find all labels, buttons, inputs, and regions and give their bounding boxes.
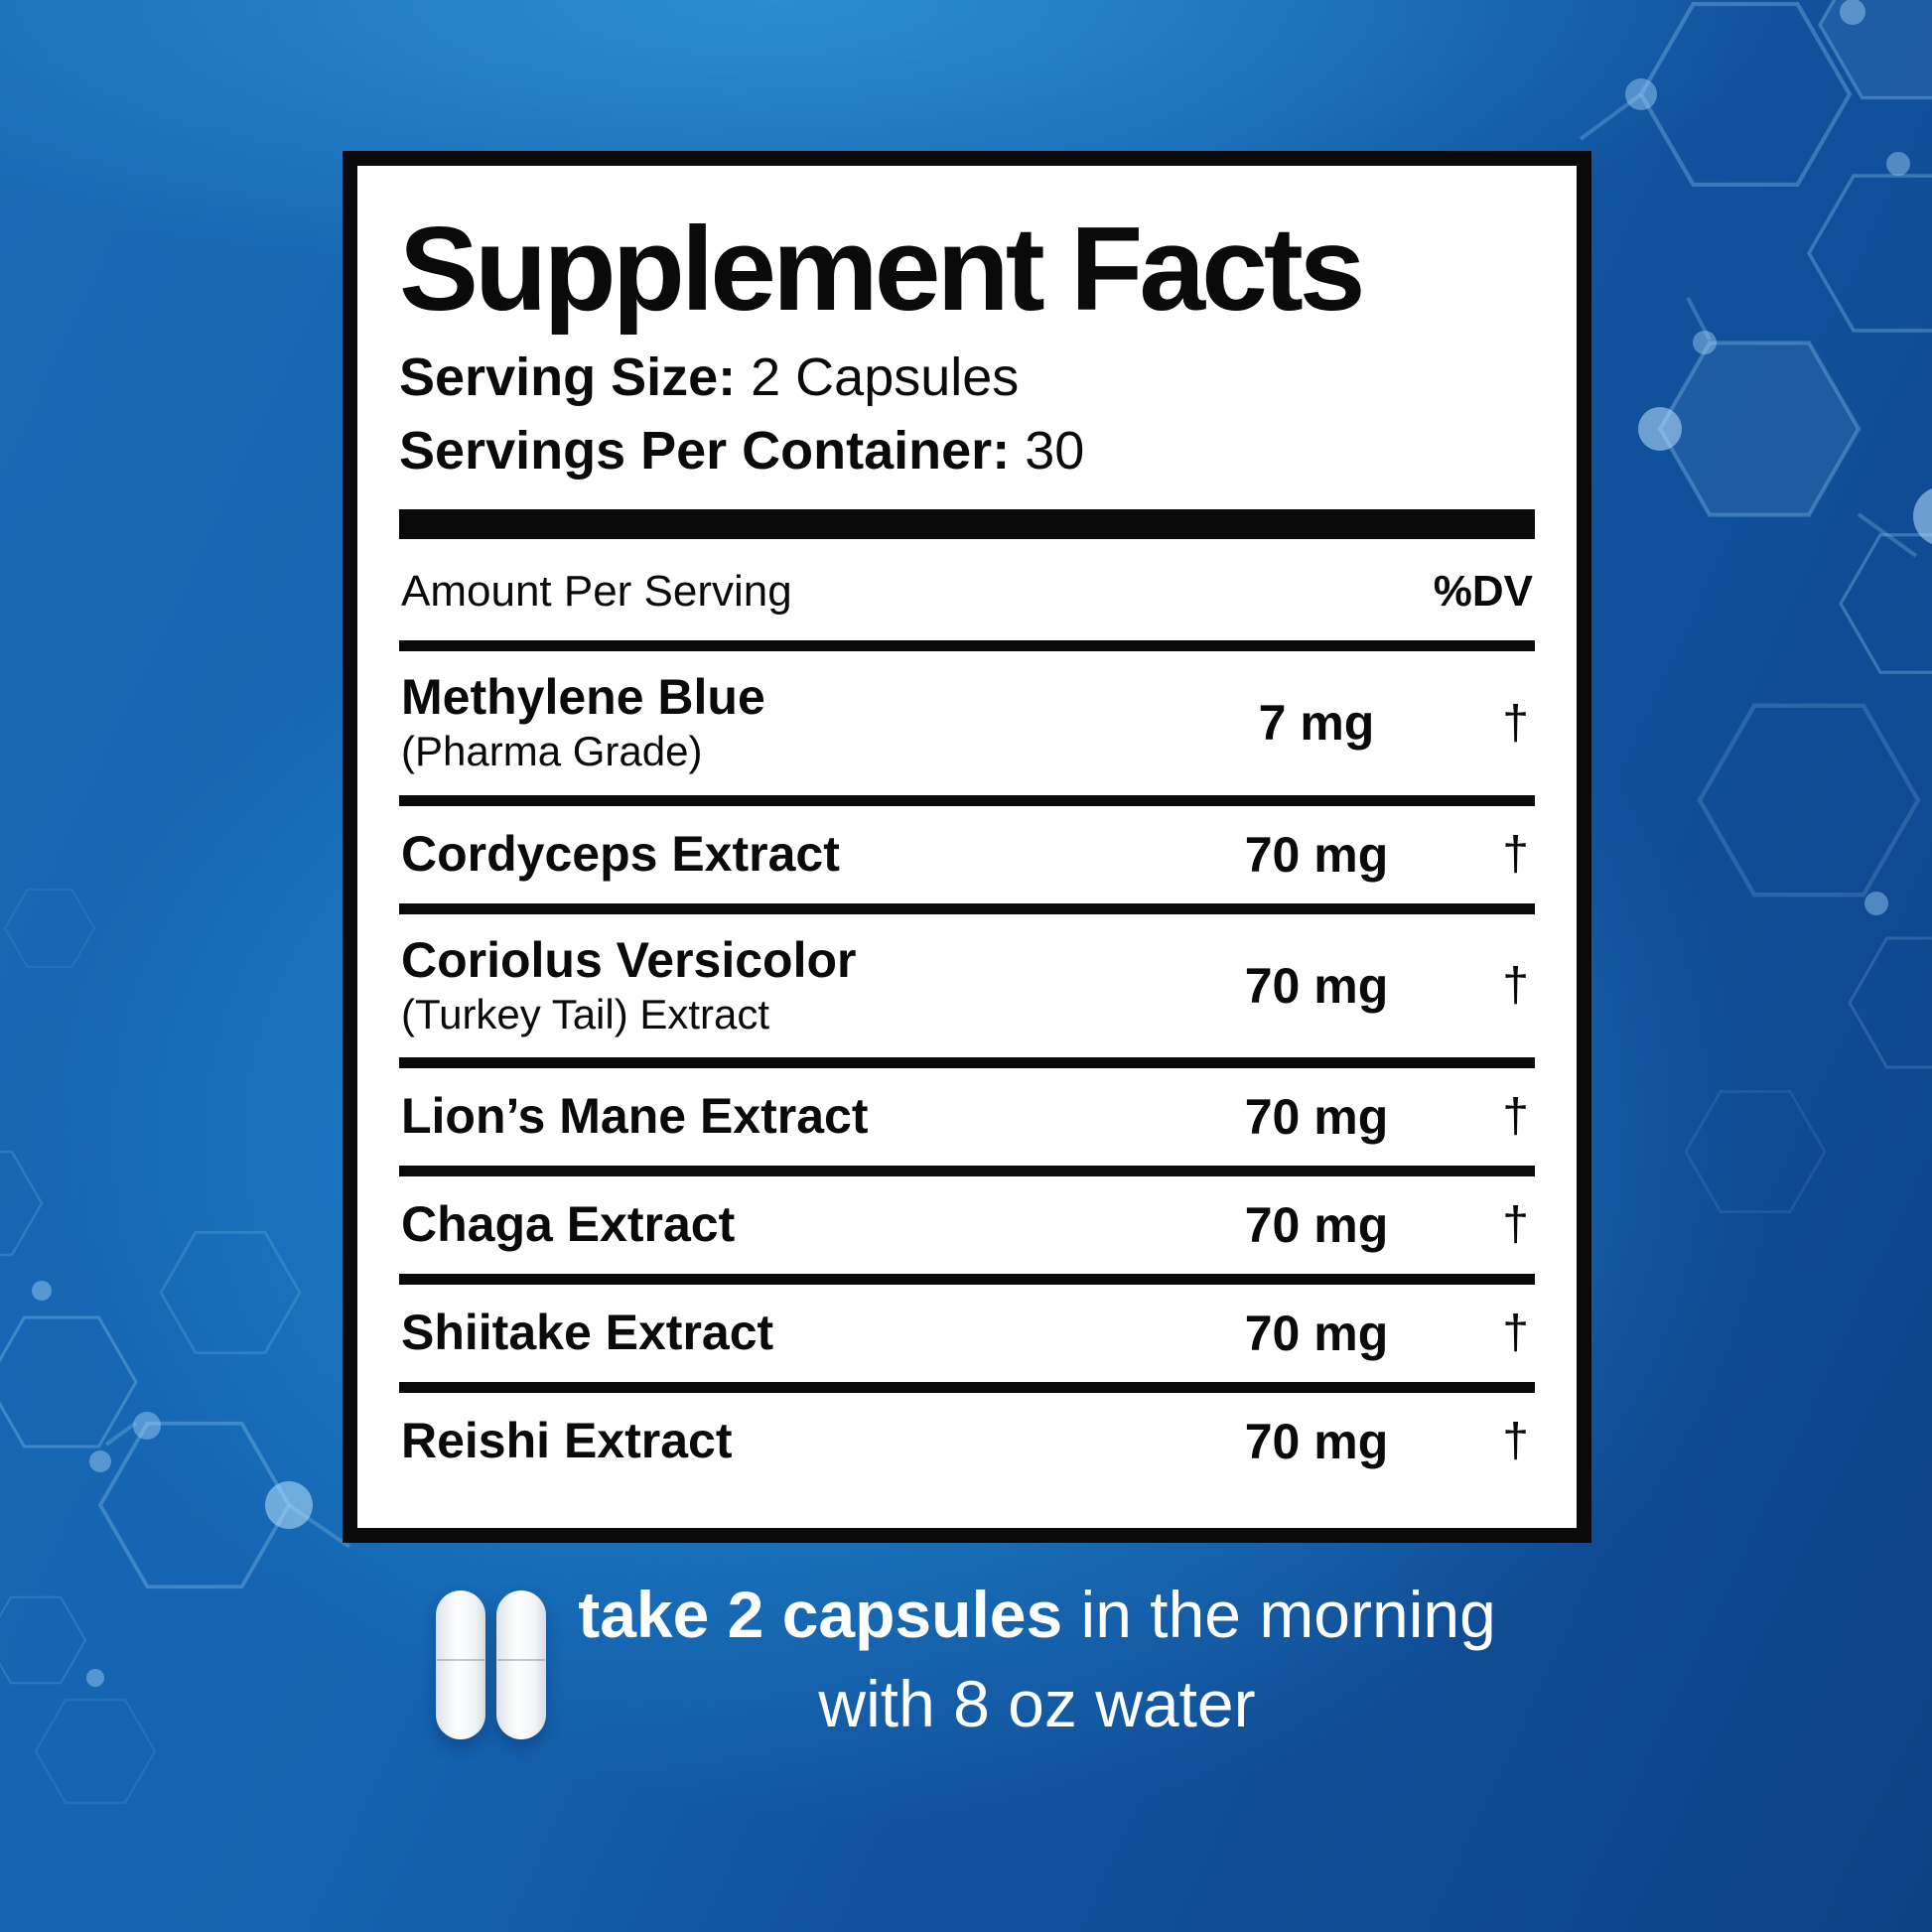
ingredient-name: Methylene Blue [401, 669, 765, 726]
instructions-line2: with 8 oz water [818, 1667, 1256, 1741]
ingredient-name: Chaga Extract [401, 1196, 736, 1253]
two-capsules-icon [436, 1590, 547, 1739]
instructions-line1-bold: take 2 capsules [578, 1578, 1063, 1651]
panel-title: Supplement Facts [399, 203, 1366, 336]
ingredient-detail: (Turkey Tail) Extract [401, 990, 770, 1037]
ingredient-row: Shiitake Extract 70 mg † [399, 1285, 1535, 1382]
capsule-icon [436, 1590, 486, 1739]
ingredient-dv-dagger: † [1502, 696, 1529, 750]
ingredient-name-block: Chaga Extract [401, 1198, 1177, 1251]
serving-size-value: 2 Capsules [751, 347, 1020, 407]
servings-per-container-line: Servings Per Container: 30 [399, 416, 1535, 485]
ingredient-amount: 70 mg [1244, 1305, 1389, 1361]
row-divider [399, 1056, 1535, 1068]
ingredient-name: Cordyceps Extract [401, 826, 840, 883]
ingredient-amount: 7 mg [1258, 695, 1375, 752]
row-divider [399, 640, 1535, 652]
row-divider [399, 1273, 1535, 1285]
ingredient-row: Methylene Blue (Pharma Grade) 7 mg † [399, 651, 1535, 794]
ingredient-amount: 70 mg [1244, 1088, 1389, 1145]
ingredient-name-block: Cordyceps Extract [401, 828, 1177, 881]
ingredient-name: Reishi Extract [401, 1413, 733, 1469]
ingredient-name-block: Methylene Blue (Pharma Grade) [401, 671, 1177, 774]
facts-rows: Methylene Blue (Pharma Grade) 7 mg † Cor… [399, 640, 1535, 1489]
row-divider [399, 1381, 1535, 1393]
ingredient-dv-dagger: † [1502, 1307, 1529, 1360]
ingredient-amount: 70 mg [1244, 1196, 1389, 1253]
hex-cluster-top-right [1579, 0, 1932, 1214]
ingredient-name-block: Shiitake Extract [401, 1307, 1177, 1359]
ingredient-name: Lion’s Mane Extract [401, 1088, 869, 1145]
ingredient-amount: 70 mg [1244, 826, 1389, 883]
instructions-line1-rest: in the morning [1062, 1578, 1496, 1651]
serving-size-label: Serving Size: [399, 347, 737, 407]
servings-per-container-value: 30 [1025, 421, 1085, 482]
ingredient-detail: (Pharma Grade) [401, 728, 703, 775]
ingredient-row: Coriolus Versicolor (Turkey Tail) Extrac… [399, 914, 1535, 1057]
ingredient-row: Lion’s Mane Extract 70 mg † [399, 1068, 1535, 1166]
ingredient-name-block: Lion’s Mane Extract [401, 1090, 1177, 1143]
row-divider [399, 902, 1535, 914]
ingredient-dv-dagger: † [1502, 828, 1529, 882]
ingredient-amount: 70 mg [1244, 957, 1389, 1014]
ingredient-row: Chaga Extract 70 mg † [399, 1176, 1535, 1274]
hex-cluster-bottom-left [0, 889, 351, 1805]
row-divider [399, 794, 1535, 806]
instructions-line1: take 2 capsules in the morning [578, 1578, 1496, 1651]
row-divider [399, 1165, 1535, 1176]
servings-per-container-label: Servings Per Container: [399, 421, 1011, 482]
ingredient-name: Coriolus Versicolor [401, 931, 857, 988]
capsule-icon [496, 1590, 547, 1739]
ingredient-dv-dagger: † [1502, 1415, 1529, 1468]
usage-instructions: take 2 capsules in the morning with 8 oz… [0, 1578, 1932, 1741]
ingredient-name-block: Coriolus Versicolor (Turkey Tail) Extrac… [401, 931, 1177, 1037]
ingredient-name-block: Reishi Extract [401, 1415, 1177, 1467]
ingredient-row: Cordyceps Extract 70 mg † [399, 806, 1535, 903]
thick-divider-bar [399, 509, 1535, 540]
ingredient-dv-dagger: † [1502, 1090, 1529, 1144]
amount-per-serving-header: Amount Per Serving [401, 567, 792, 617]
dv-header: %DV [1433, 567, 1533, 617]
serving-size-line: Serving Size: 2 Capsules [399, 343, 1535, 412]
instructions-text: take 2 capsules in the morning with 8 oz… [578, 1578, 1496, 1741]
ingredient-dv-dagger: † [1502, 1198, 1529, 1252]
column-header-row: Amount Per Serving %DV [399, 539, 1535, 640]
supplement-facts-panel: Supplement Facts Serving Size: 2 Capsule… [343, 151, 1591, 1543]
ingredient-dv-dagger: † [1502, 959, 1529, 1013]
ingredient-amount: 70 mg [1244, 1413, 1389, 1469]
ingredient-name: Shiitake Extract [401, 1305, 774, 1361]
ingredient-row: Reishi Extract 70 mg † [399, 1393, 1535, 1490]
